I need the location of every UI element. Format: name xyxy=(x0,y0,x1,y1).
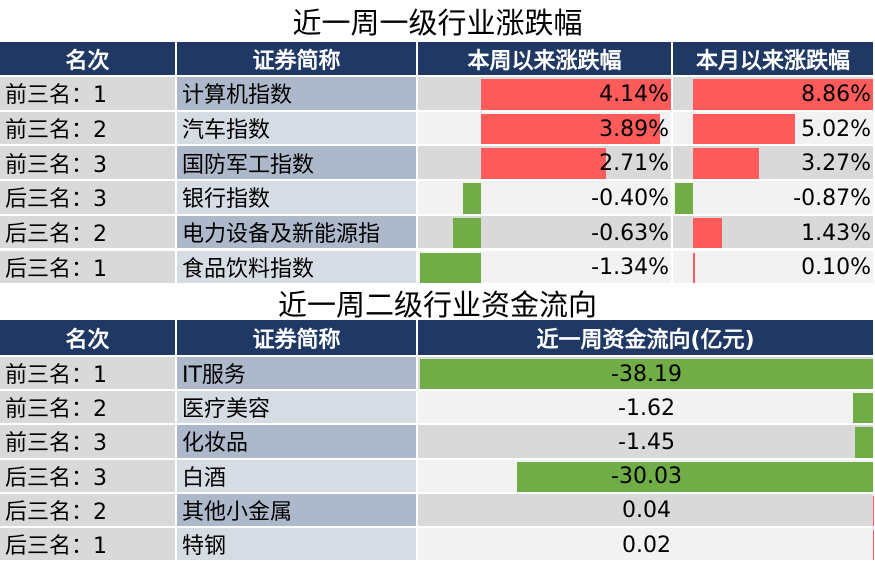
value-label: 0.10% xyxy=(801,255,871,281)
column-header: 名次 xyxy=(0,320,177,357)
data-bar xyxy=(420,252,482,284)
value-label: -0.63% xyxy=(591,220,669,246)
name-cell: 其他小金属 xyxy=(177,493,418,528)
value-cell-bg xyxy=(418,528,875,562)
rank-cell: 后三名：1 xyxy=(0,250,177,286)
name-cell: IT服务 xyxy=(177,357,418,392)
rank-cell: 后三名：2 xyxy=(0,215,177,251)
value-cell-bg xyxy=(418,181,673,216)
column-header: 名次 xyxy=(0,42,177,77)
value-cell-bg xyxy=(673,250,875,286)
value-label: -30.03 xyxy=(611,464,682,490)
value-label: -1.45 xyxy=(618,429,675,455)
name-cell: 白酒 xyxy=(177,459,418,494)
data-bar xyxy=(675,183,693,214)
rank-cell: 前三名：2 xyxy=(0,111,177,147)
name-cell: 化妆品 xyxy=(177,425,418,460)
table-title: 近一周二级行业资金流向 xyxy=(277,287,597,321)
rank-cell: 后三名：1 xyxy=(0,528,177,562)
data-bar xyxy=(463,183,482,214)
data-bar xyxy=(853,393,873,424)
rank-cell: 后三名：2 xyxy=(0,493,177,528)
rank-cell: 前三名：2 xyxy=(0,391,177,426)
data-bar xyxy=(692,217,722,249)
name-cell: 国防军工指数 xyxy=(177,146,418,182)
column-header: 本月以来涨跌幅 xyxy=(673,42,875,77)
value-label: 3.27% xyxy=(801,151,871,177)
name-cell: 银行指数 xyxy=(177,181,418,216)
value-label: -0.40% xyxy=(591,185,669,211)
data-bar xyxy=(420,359,873,390)
value-label: -1.34% xyxy=(591,255,669,281)
data-bar xyxy=(481,79,671,110)
name-cell: 计算机指数 xyxy=(177,77,418,112)
data-bar xyxy=(516,461,873,492)
data-bar xyxy=(692,79,873,110)
table-title: 近一周一级行业涨跌幅 xyxy=(292,6,583,40)
value-label: -38.19 xyxy=(611,361,682,387)
rank-cell: 前三名：3 xyxy=(0,146,177,182)
data-bar xyxy=(855,427,873,458)
value-label: -0.87% xyxy=(793,185,871,211)
name-cell: 电力设备及新能源指 xyxy=(177,215,418,251)
data-bar xyxy=(692,148,760,180)
rank-cell: 后三名：3 xyxy=(0,459,177,494)
value-label: 2.71% xyxy=(599,151,669,177)
name-cell: 食品饮料指数 xyxy=(177,250,418,286)
rank-cell: 后三名：3 xyxy=(0,181,177,216)
data-bar xyxy=(481,113,660,145)
value-cell-bg xyxy=(418,493,875,528)
rank-cell: 前三名：1 xyxy=(0,77,177,112)
column-header: 证券简称 xyxy=(177,320,418,357)
data-bar xyxy=(481,148,606,180)
name-cell: 特钢 xyxy=(177,528,418,562)
value-cell-bg xyxy=(673,181,875,216)
value-cell-bg xyxy=(418,391,875,426)
name-cell: 汽车指数 xyxy=(177,111,418,147)
column-header: 近一周资金流向(亿元) xyxy=(418,320,875,357)
value-label: 0.04 xyxy=(622,498,671,524)
value-label: 8.86% xyxy=(801,81,871,107)
data-bar xyxy=(692,113,795,145)
value-label: 0.02 xyxy=(622,532,671,558)
value-label: 1.43% xyxy=(801,220,871,246)
data-bar xyxy=(692,252,695,284)
value-cell-bg xyxy=(418,425,875,460)
column-header: 证券简称 xyxy=(177,42,418,77)
value-label: -1.62 xyxy=(618,395,675,421)
column-header: 本周以来涨跌幅 xyxy=(418,42,673,77)
rank-cell: 前三名：1 xyxy=(0,357,177,392)
value-label: 5.02% xyxy=(801,116,871,142)
value-label: 4.14% xyxy=(599,81,669,107)
rank-cell: 前三名：3 xyxy=(0,425,177,460)
name-cell: 医疗美容 xyxy=(177,391,418,426)
value-label: 3.89% xyxy=(599,116,669,142)
data-bar xyxy=(452,217,482,249)
